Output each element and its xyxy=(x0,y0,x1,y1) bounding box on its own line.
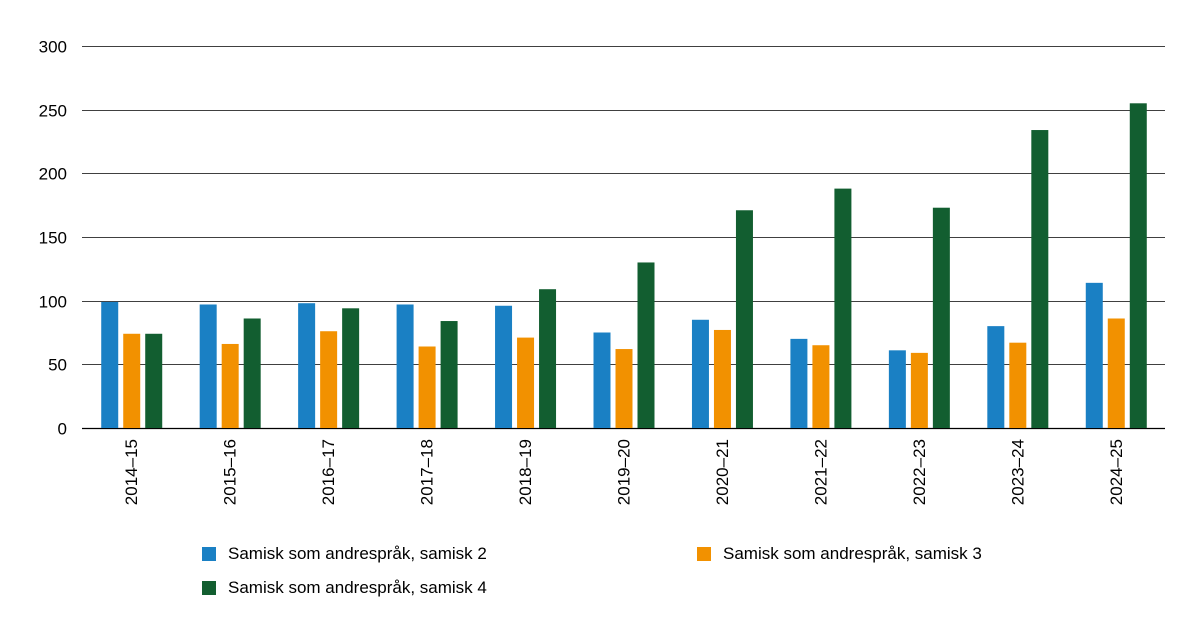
y-tick-label-200: 200 xyxy=(39,165,67,184)
bar-2015–16-series-1 xyxy=(199,304,217,428)
bar-2019–20-series-1 xyxy=(593,332,611,428)
bar-2018–19-series-1 xyxy=(495,305,513,428)
x-tick-label-2022–23: 2022–23 xyxy=(910,439,929,505)
bar-2015–16-series-2 xyxy=(221,343,239,428)
bar-2017–18-series-1 xyxy=(396,304,414,428)
x-tick-label-2018–19: 2018–19 xyxy=(516,439,535,505)
x-tick-label-2019–20: 2019–20 xyxy=(615,439,634,505)
bar-2016–17-series-1 xyxy=(298,303,316,428)
bar-2021–22-series-2 xyxy=(812,345,830,428)
bar-2014–15-series-1 xyxy=(101,301,119,428)
bars xyxy=(101,103,1147,429)
x-tick-label-2024–25: 2024–25 xyxy=(1107,439,1126,505)
y-tick-label-0: 0 xyxy=(58,420,67,439)
bar-2024–25-series-2 xyxy=(1107,318,1125,428)
x-tick-label-2014–15: 2014–15 xyxy=(122,439,141,505)
y-tick-label-100: 100 xyxy=(39,293,67,312)
x-axis-ticks: 2014–15 2015–16 2016–17 2017–18 2018–19 2019–… xyxy=(122,439,1126,505)
bar-2019–20-series-2 xyxy=(615,349,633,428)
bar-2022–23-series-1 xyxy=(888,350,906,428)
bar-2018–19-series-2 xyxy=(517,337,535,428)
bar-2017–18-series-2 xyxy=(418,346,436,428)
x-tick-label-2017–18: 2017–18 xyxy=(418,439,437,505)
x-tick-label-2020–21: 2020–21 xyxy=(713,439,732,505)
bar-2023–24-series-3 xyxy=(1031,130,1049,429)
bar-2022–23-series-2 xyxy=(910,352,928,428)
gridlines xyxy=(82,46,1165,430)
bar-2021–22-series-3 xyxy=(834,188,852,428)
bar-2019–20-series-3 xyxy=(637,262,655,428)
bar-2016–17-series-2 xyxy=(320,331,338,428)
bar-2020–21-series-2 xyxy=(713,329,731,428)
bar-2016–17-series-3 xyxy=(342,308,360,428)
bar-2023–24-series-2 xyxy=(1009,342,1027,428)
bar-2014–15-series-2 xyxy=(123,333,141,428)
bar-2020–21-series-3 xyxy=(735,210,753,428)
y-axis-ticks: 0 50 100 150 200 250 300 xyxy=(39,38,67,439)
y-tick-label-300: 300 xyxy=(39,38,67,57)
bar-2021–22-series-1 xyxy=(790,338,808,428)
bar-2022–23-series-3 xyxy=(932,207,950,428)
bar-2014–15-series-3 xyxy=(145,333,163,428)
x-tick-label-2023–24: 2023–24 xyxy=(1008,439,1027,505)
bar-2020–21-series-1 xyxy=(691,319,709,428)
bar-2017–18-series-3 xyxy=(440,321,458,428)
bar-2024–25-series-1 xyxy=(1085,282,1103,428)
y-tick-label-150: 150 xyxy=(39,229,67,248)
x-tick-label-2015–16: 2015–16 xyxy=(221,439,240,505)
y-tick-label-250: 250 xyxy=(39,102,67,121)
y-tick-label-50: 50 xyxy=(48,356,67,375)
bar-2015–16-series-3 xyxy=(243,318,261,428)
bar-2023–24-series-1 xyxy=(987,326,1005,428)
bar-2018–19-series-3 xyxy=(539,289,557,428)
bar-2024–25-series-3 xyxy=(1129,103,1147,429)
x-tick-label-2016–17: 2016–17 xyxy=(319,439,338,505)
x-tick-label-2021–22: 2021–22 xyxy=(811,439,830,505)
